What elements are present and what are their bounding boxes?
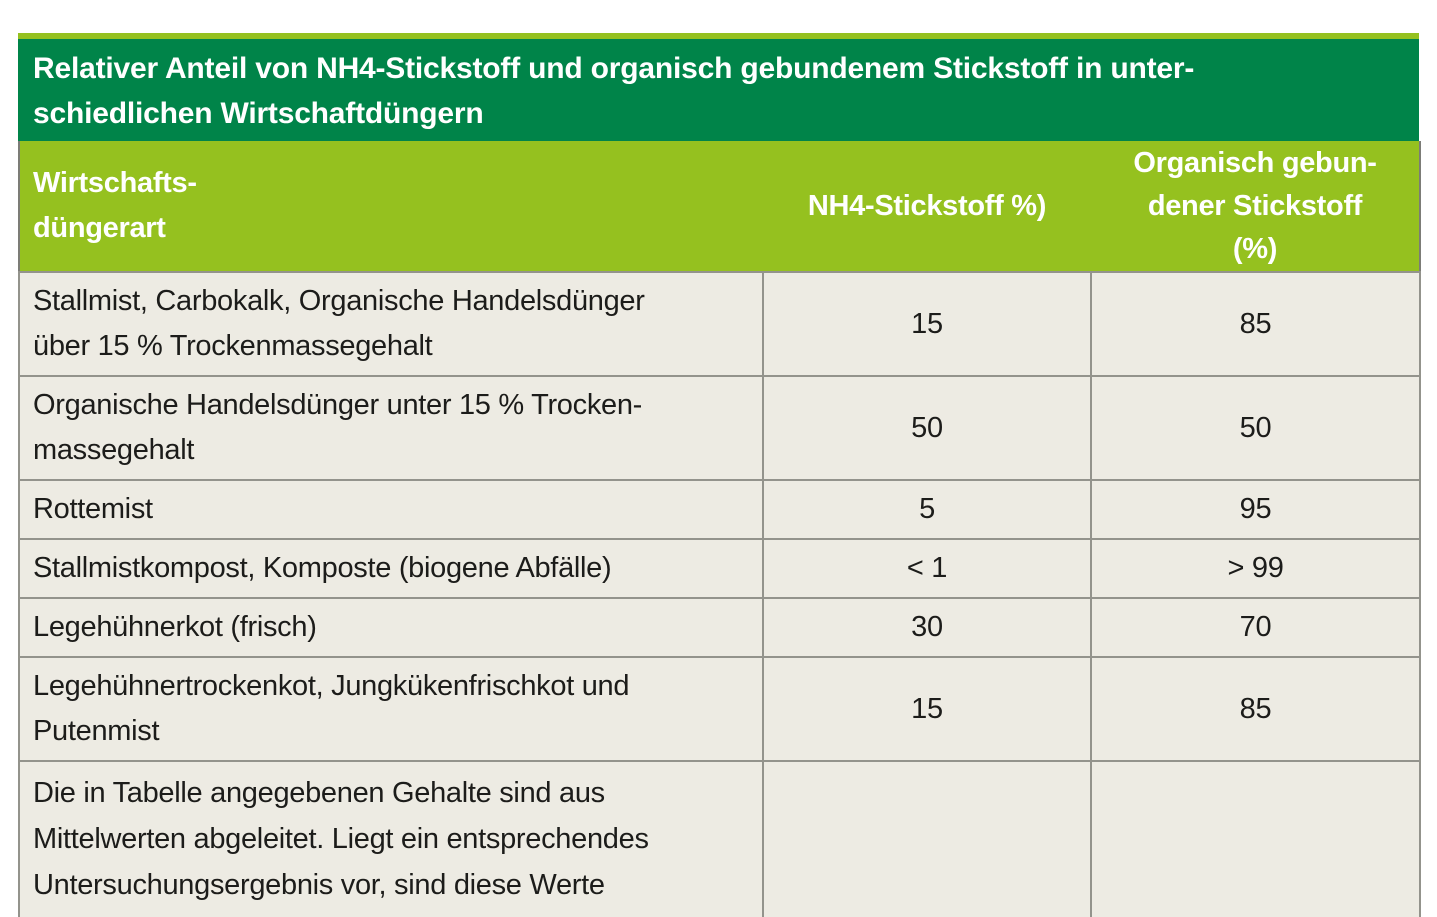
table-row: Stallmistkompost, Komposte (biogene Abfä… (18, 538, 1421, 599)
note-row: Die in Tabelle angegebenen Gehalte sind … (18, 760, 1421, 917)
empty-cell (1090, 760, 1421, 917)
title-line-2: schiedlichen Wirtschaftdüngern (33, 97, 484, 130)
nh4-value-cell: 15 (762, 271, 1092, 377)
fertilizer-name-cell: Legehühnerkot (frisch) (18, 597, 764, 658)
table-row: Organische Handelsdünger unter 15 % Troc… (18, 375, 1421, 481)
organic-value-cell: 85 (1090, 271, 1421, 377)
nh4-value-cell: 15 (762, 656, 1092, 762)
table-row: Stallmist, Carbokalk, Organische Handels… (18, 271, 1421, 377)
fertilizer-nitrogen-table-document: Relativer Anteil von NH4-Stickstoff und … (18, 33, 1421, 917)
fertilizer-name-cell: Rottemist (18, 479, 764, 540)
fertilizer-name-cell: Legehühnertrockenkot, Jungkükenfrischkot… (18, 656, 764, 762)
table-row: Rottemist 5 95 (18, 479, 1421, 540)
table-row: Legehühnerkot (frisch) 30 70 (18, 597, 1421, 658)
fertilizer-name-cell: Organische Handelsdünger unter 15 % Troc… (18, 375, 764, 481)
nh4-value-cell: 50 (762, 375, 1092, 481)
header-organic-nitrogen: Organisch gebun- dener Stickstoff (%) (1091, 141, 1420, 272)
table-note: Die in Tabelle angegebenen Gehalte sind … (18, 760, 764, 917)
nitrogen-share-table: Wirtschafts- düngerart NH4-Stickstoff %)… (18, 141, 1421, 917)
empty-cell (762, 760, 1092, 917)
organic-value-cell: 85 (1090, 656, 1421, 762)
fertilizer-name-cell: Stallmist, Carbokalk, Organische Handels… (18, 271, 764, 377)
organic-value-cell: 70 (1090, 597, 1421, 658)
nh4-value-cell: 5 (762, 479, 1092, 540)
organic-value-cell: 95 (1090, 479, 1421, 540)
fertilizer-name-cell: Stallmistkompost, Komposte (biogene Abfä… (18, 538, 764, 599)
lime-accent-bar (18, 33, 1419, 39)
header-nh4-nitrogen: NH4-Stickstoff %) (763, 141, 1091, 272)
header-row: Wirtschafts- düngerart NH4-Stickstoff %)… (19, 141, 1420, 272)
organic-value-cell: > 99 (1090, 538, 1421, 599)
organic-value-cell: 50 (1090, 375, 1421, 481)
nh4-value-cell: 30 (762, 597, 1092, 658)
title-line-1: Relativer Anteil von NH4-Stickstoff und … (33, 52, 1195, 85)
header-fertilizer-type: Wirtschafts- düngerart (19, 141, 763, 272)
nh4-value-cell: < 1 (762, 538, 1092, 599)
table-title: Relativer Anteil von NH4-Stickstoff und … (18, 39, 1419, 141)
table-row: Legehühnertrockenkot, Jungkükenfrischkot… (18, 656, 1421, 762)
